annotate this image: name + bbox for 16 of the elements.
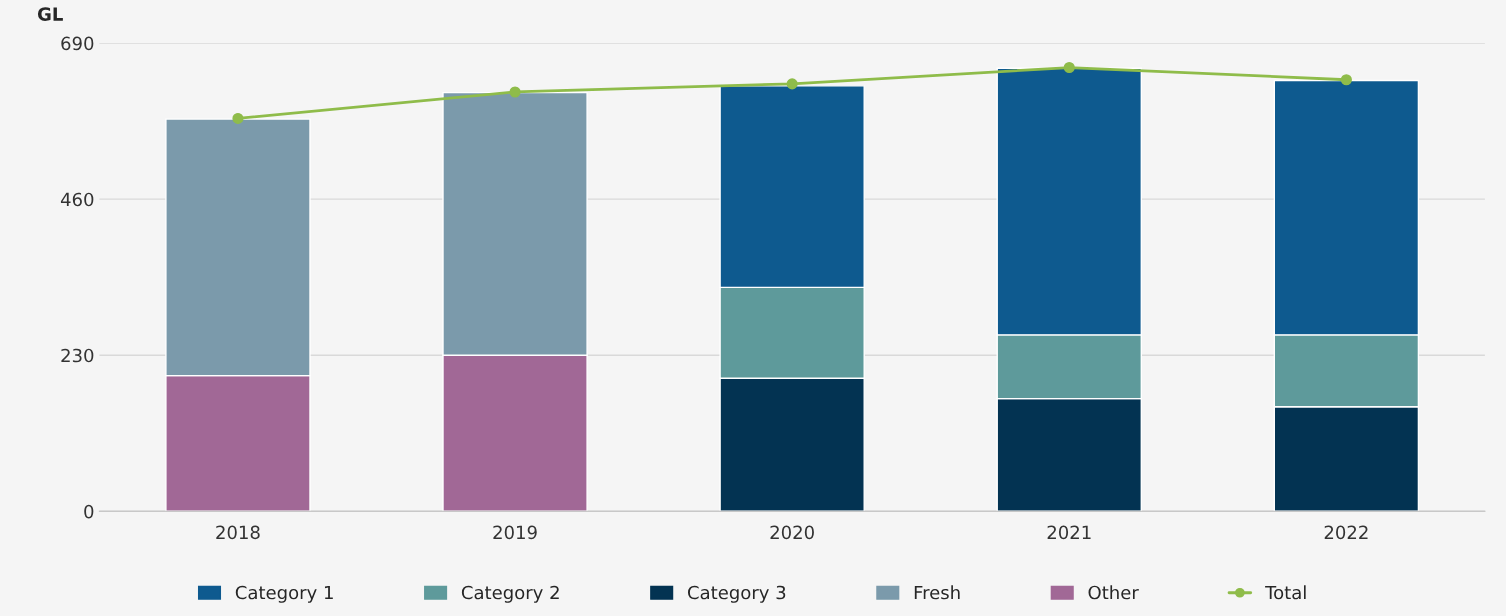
y-tick-label: 690: [61, 36, 94, 51]
y-axis-title: GL: [37, 7, 63, 21]
y-tick-label: 230: [61, 348, 94, 363]
legend-label: Other: [1088, 585, 1139, 600]
x-tick-label: 2021: [1047, 525, 1091, 540]
legend-label: Fresh: [914, 585, 960, 600]
y-tick-label: 0: [84, 504, 94, 519]
x-tick-label: 2022: [1324, 525, 1368, 540]
x-tick-label: 2019: [493, 525, 537, 540]
x-tick-label: 2020: [770, 525, 814, 540]
legend-label: Category 3: [687, 585, 786, 603]
y-tick-label: 460: [60, 192, 94, 207]
legend-label: Category 2: [461, 585, 559, 603]
legend-label: Category 1: [235, 585, 333, 603]
legend-label: Total: [1265, 585, 1306, 600]
x-tick-label: 2018: [216, 525, 260, 540]
